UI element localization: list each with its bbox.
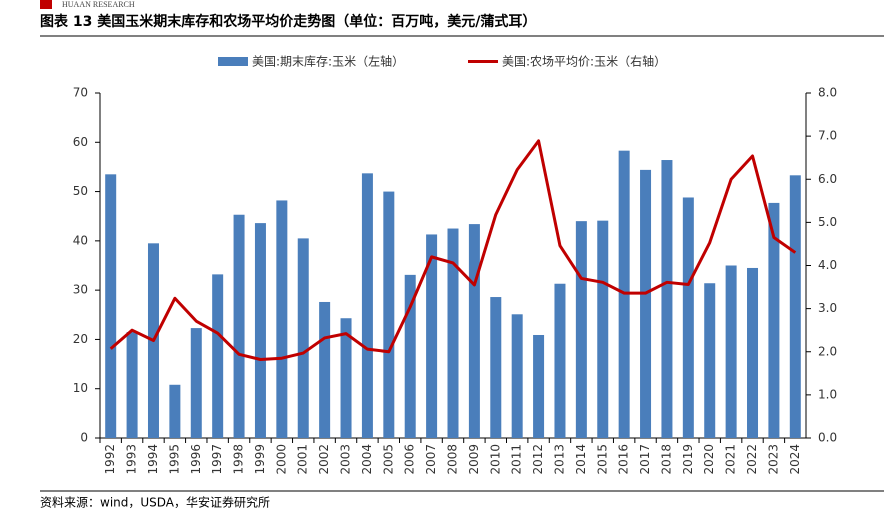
bar xyxy=(768,202,780,438)
bar xyxy=(190,328,202,438)
y-tick-label: 30 xyxy=(73,283,88,297)
y-tick-label: 50 xyxy=(73,184,88,198)
x-tick-label: 2023 xyxy=(766,444,780,475)
x-tick-label: 2021 xyxy=(724,444,738,475)
y-tick-label: 60 xyxy=(73,135,88,149)
x-tick-label: 2008 xyxy=(446,444,460,475)
y2-tick-label: 3.0 xyxy=(818,301,837,315)
bar xyxy=(126,332,138,438)
bar xyxy=(319,301,331,438)
y2-tick-label: 2.0 xyxy=(818,344,837,358)
bar xyxy=(233,214,245,438)
logo-text: HUAAN RESEARCH xyxy=(62,0,135,9)
bar xyxy=(361,173,373,439)
bar xyxy=(597,220,609,438)
y2-tick-label: 0.0 xyxy=(818,431,837,445)
bar xyxy=(383,191,395,438)
bar xyxy=(533,334,545,438)
chart-title: 图表 13 美国玉米期末库存和农场平均价走势图（单位：百万吨，美元/蒲式耳） xyxy=(40,13,536,30)
x-tick-label: 1996 xyxy=(189,444,203,475)
x-tick-label: 2024 xyxy=(788,444,802,475)
y2-tick-label: 5.0 xyxy=(818,215,837,229)
price-line xyxy=(109,139,797,362)
bar xyxy=(212,274,224,438)
bar xyxy=(447,228,459,438)
x-tick-label: 2014 xyxy=(574,444,588,475)
y2-tick-label: 4.0 xyxy=(818,258,837,272)
x-tick-label: 2009 xyxy=(467,444,481,475)
x-tick-label: 2002 xyxy=(317,444,331,475)
bar xyxy=(661,160,673,438)
bar xyxy=(340,318,352,438)
x-tick-label: 2019 xyxy=(681,444,695,475)
legend-swatch xyxy=(218,57,248,66)
x-tick-label: 2017 xyxy=(638,444,652,475)
bar xyxy=(276,200,288,438)
y-tick-label: 70 xyxy=(73,86,88,100)
x-tick-label: 2012 xyxy=(531,444,545,475)
x-tick-label: 2011 xyxy=(510,444,524,475)
x-tick-label: 2006 xyxy=(403,444,417,475)
logo-mark xyxy=(40,0,52,9)
x-tick-label: 2016 xyxy=(617,444,631,475)
y2-tick-label: 8.0 xyxy=(818,86,837,100)
bar xyxy=(468,224,480,438)
bar xyxy=(404,274,416,438)
x-tick-label: 2007 xyxy=(424,444,438,475)
y2-tick-label: 1.0 xyxy=(818,387,837,401)
bar xyxy=(254,223,266,438)
source: 资料来源：wind，USDA，华安证券研究所 xyxy=(40,495,270,510)
bar xyxy=(490,297,502,438)
bar xyxy=(575,221,587,438)
x-tick-label: 1999 xyxy=(253,444,267,475)
x-tick-label: 2013 xyxy=(552,444,566,475)
y2-tick-label: 7.0 xyxy=(818,129,837,143)
bar xyxy=(511,314,523,438)
x-tick-label: 2018 xyxy=(659,444,673,475)
x-tick-label: 2022 xyxy=(745,444,759,475)
y-tick-label: 10 xyxy=(73,381,88,395)
bar xyxy=(704,283,716,438)
x-tick-label: 1994 xyxy=(146,444,160,475)
x-tick-label: 1998 xyxy=(232,444,246,475)
bar xyxy=(789,175,801,439)
y-tick-label: 20 xyxy=(73,332,88,346)
y2-tick-label: 6.0 xyxy=(818,172,837,186)
x-tick-label: 1993 xyxy=(125,444,139,475)
bar xyxy=(554,283,566,438)
legend-label: 美国:农场平均价:玉米（右轴） xyxy=(502,54,666,69)
bar xyxy=(747,267,759,438)
x-tick-label: 2015 xyxy=(595,444,609,475)
x-tick-label: 2003 xyxy=(339,444,353,475)
x-tick-label: 2001 xyxy=(296,444,310,475)
y-tick-label: 40 xyxy=(73,233,88,247)
bar xyxy=(640,169,652,438)
bar xyxy=(169,384,181,438)
x-tick-label: 1995 xyxy=(167,444,181,475)
bar xyxy=(682,197,694,438)
x-tick-label: 1997 xyxy=(210,444,224,475)
bar xyxy=(105,174,117,439)
x-tick-label: 1992 xyxy=(103,444,117,475)
x-tick-label: 2004 xyxy=(360,444,374,475)
x-tick-label: 2000 xyxy=(274,444,288,475)
x-tick-label: 2010 xyxy=(488,444,502,475)
y-tick-label: 0 xyxy=(80,431,88,445)
x-tick-label: 2005 xyxy=(381,444,395,475)
bar xyxy=(725,265,737,438)
legend-label: 美国:期末库存:玉米（左轴） xyxy=(252,54,404,69)
bar xyxy=(426,234,438,438)
bar xyxy=(297,238,309,438)
x-tick-label: 2020 xyxy=(702,444,716,475)
